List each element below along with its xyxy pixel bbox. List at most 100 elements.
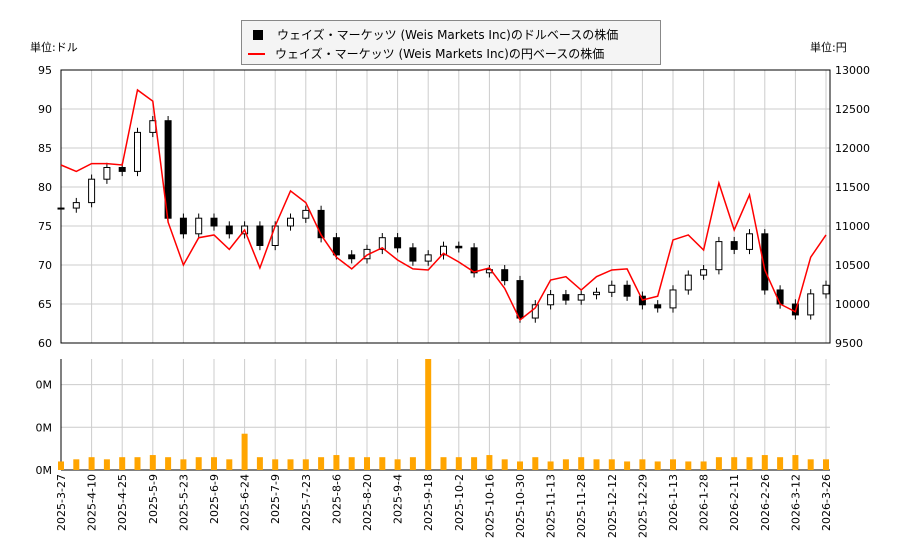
volume-bar bbox=[348, 457, 355, 470]
volume-bar bbox=[777, 457, 784, 470]
candle-body bbox=[88, 178, 96, 204]
volume-bar bbox=[715, 457, 722, 470]
legend: ウェイズ・マーケッツ (Weis Markets Inc)のドルベースの株価 ウ… bbox=[241, 20, 661, 65]
legend-item-usd: ウェイズ・マーケッツ (Weis Markets Inc)のドルベースの株価 bbox=[250, 26, 618, 43]
volume-bar bbox=[302, 459, 309, 470]
volume-bar bbox=[654, 461, 661, 470]
volume-bar bbox=[272, 459, 279, 470]
x-tick-label: 2026-2-11 bbox=[728, 474, 741, 531]
jpy-tick-label: 10000 bbox=[835, 298, 870, 311]
volume-bar bbox=[58, 461, 64, 470]
candle-body bbox=[72, 202, 80, 209]
candle-body bbox=[409, 247, 417, 262]
volume-bar bbox=[318, 457, 325, 470]
volume-bar bbox=[807, 459, 814, 470]
x-tick-label: 2025-10-2 bbox=[453, 474, 466, 531]
candle-body bbox=[271, 225, 279, 246]
volume-bar bbox=[746, 457, 753, 470]
candle-body bbox=[455, 245, 463, 249]
volume-tick-label: 0M bbox=[36, 379, 53, 392]
volume-bar bbox=[425, 359, 432, 470]
x-tick-label: 2025-10-30 bbox=[514, 474, 527, 538]
x-tick-label: 2025-7-23 bbox=[300, 474, 313, 531]
candle-body bbox=[776, 289, 784, 305]
candle-body bbox=[179, 217, 187, 235]
volume-bar bbox=[455, 457, 462, 470]
candle-body bbox=[256, 225, 264, 246]
jpy-tick-label: 11500 bbox=[835, 181, 870, 194]
volume-bar bbox=[364, 457, 370, 470]
x-tick-label: 2025-12-12 bbox=[606, 474, 619, 538]
jpy-tick-label: 12000 bbox=[835, 142, 870, 155]
candle-body bbox=[225, 225, 233, 235]
volume-bar bbox=[119, 457, 126, 470]
candle-body bbox=[654, 304, 662, 309]
candle-body bbox=[700, 269, 708, 276]
usd-tick-label: 85 bbox=[38, 142, 52, 155]
volume-bar bbox=[333, 455, 340, 470]
x-tick-label: 2026-1-13 bbox=[667, 474, 680, 531]
legend-swatch-usd bbox=[253, 29, 263, 40]
usd-tick-label: 70 bbox=[38, 259, 52, 272]
volume-tick-label: 0M bbox=[36, 464, 53, 477]
candle-body bbox=[623, 284, 631, 297]
candle-body bbox=[516, 280, 524, 319]
usd-tick-label: 90 bbox=[38, 103, 52, 116]
x-tick-label: 2025-8-6 bbox=[330, 474, 343, 524]
volume-bar bbox=[823, 459, 829, 470]
candle-body bbox=[394, 237, 402, 249]
volume-bar bbox=[639, 459, 646, 470]
volume-bar bbox=[241, 433, 248, 470]
candle-body bbox=[103, 167, 111, 180]
candle-body bbox=[501, 269, 509, 282]
candle-body bbox=[57, 207, 65, 210]
volume-bar bbox=[256, 457, 263, 470]
usd-tick-label: 95 bbox=[38, 64, 52, 77]
candle-body bbox=[302, 209, 310, 219]
usd-tick-label: 60 bbox=[38, 337, 52, 350]
candle-body bbox=[195, 217, 203, 235]
volume-bar bbox=[103, 459, 110, 470]
x-tick-label: 2025-7-9 bbox=[269, 474, 282, 524]
x-tick-label: 2025-11-13 bbox=[545, 474, 558, 538]
candle-body bbox=[210, 217, 218, 227]
candle-body bbox=[746, 233, 753, 250]
legend-label-jpy: ウェイズ・マーケッツ (Weis Markets Inc)の円ベースの株価 bbox=[275, 47, 605, 61]
legend-item-jpy: ウェイズ・マーケッツ (Weis Markets Inc)の円ベースの株価 bbox=[248, 45, 604, 62]
candle-body bbox=[547, 294, 555, 306]
volume-bar bbox=[165, 457, 172, 470]
x-tick-label: 2025-11-28 bbox=[575, 474, 588, 538]
candle-body bbox=[470, 247, 478, 274]
candle-body bbox=[715, 241, 723, 271]
usd-tick-label: 65 bbox=[38, 298, 52, 311]
volume-bar bbox=[608, 459, 615, 470]
candle-body bbox=[562, 294, 570, 301]
jpy-tick-label: 9500 bbox=[835, 337, 863, 350]
volume-bar bbox=[593, 459, 600, 470]
volume-bar bbox=[471, 457, 478, 470]
x-tick-label: 2026-1-28 bbox=[698, 474, 711, 531]
volume-bar bbox=[501, 459, 508, 470]
candle-body bbox=[424, 254, 432, 262]
candle-body bbox=[118, 167, 126, 172]
volume-bar bbox=[670, 459, 676, 470]
candle-body bbox=[287, 217, 294, 227]
candle-body bbox=[577, 294, 585, 301]
legend-swatch-jpy bbox=[248, 52, 265, 55]
volume-bar bbox=[562, 459, 569, 470]
candle-body bbox=[440, 245, 447, 256]
volume-bar bbox=[73, 459, 80, 470]
x-tick-label: 2025-9-4 bbox=[392, 474, 405, 524]
volume-bar bbox=[578, 457, 585, 470]
x-tick-label: 2025-5-23 bbox=[177, 474, 190, 531]
x-tick-label: 2026-2-26 bbox=[759, 474, 772, 531]
volume-bar bbox=[211, 457, 217, 470]
jpy-price-line bbox=[60, 88, 827, 322]
jpy-tick-label: 11000 bbox=[835, 220, 870, 233]
jpy-tick-label: 10500 bbox=[835, 259, 870, 272]
candle-body bbox=[317, 209, 325, 239]
volume-bar bbox=[88, 457, 95, 470]
jpy-tick-label: 13000 bbox=[835, 64, 870, 77]
x-tick-label: 2026-3-12 bbox=[789, 474, 802, 531]
